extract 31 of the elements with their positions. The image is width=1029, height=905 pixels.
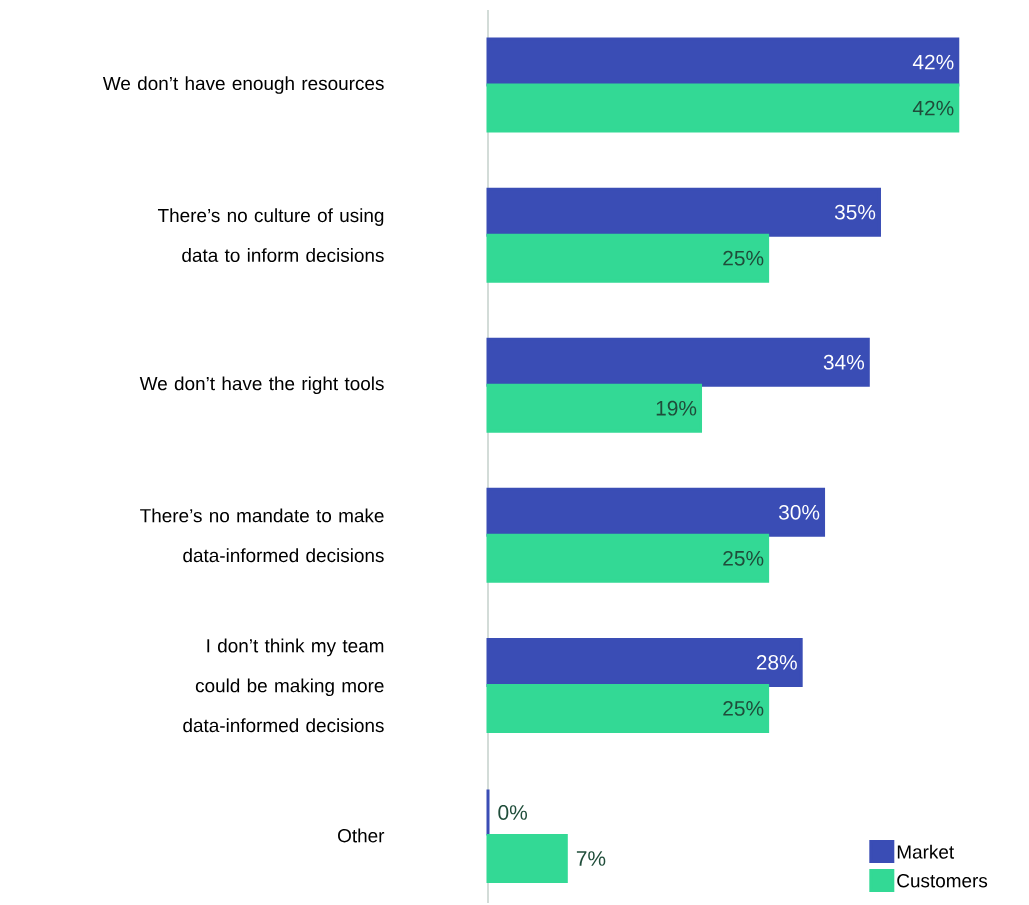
data-label: 25% — [723, 250, 764, 266]
bar — [486, 337, 870, 387]
y-tick-label: There’s no culture of using data to inform decisions — [157, 208, 384, 263]
data-label: 42% — [912, 54, 954, 70]
bar — [486, 383, 703, 433]
bar — [486, 233, 770, 283]
y-tick-label: We don’t have enough resources — [102, 76, 384, 94]
y-tick-label: We don’t have the right tools — [139, 376, 384, 395]
data-label: 30% — [778, 504, 820, 520]
category-label: There’s no mandate to make data-informed decisions — [140, 508, 384, 563]
data-label: 19% — [656, 400, 697, 416]
data-label: 7% — [576, 851, 606, 866]
bar — [486, 683, 770, 733]
data-label: 28% — [756, 654, 797, 670]
legend-label: Market — [897, 844, 955, 859]
bar — [486, 533, 770, 583]
data-label: 25% — [723, 700, 764, 716]
bar — [486, 83, 960, 133]
bar — [486, 833, 568, 883]
bar — [486, 37, 960, 87]
data-label: 0% — [498, 805, 528, 820]
y-tick-label: I don’t think my team could be making more data-informed decisions — [183, 638, 384, 733]
bar — [486, 487, 826, 537]
data-label: 34% — [823, 354, 865, 370]
legend-label: Customers — [897, 874, 988, 888]
data-label: 42% — [912, 100, 954, 116]
bar — [486, 637, 803, 687]
y-tick-label: Other — [338, 828, 385, 843]
data-label: 35% — [834, 204, 876, 220]
data-label: 25% — [723, 550, 764, 566]
bar — [486, 187, 881, 237]
